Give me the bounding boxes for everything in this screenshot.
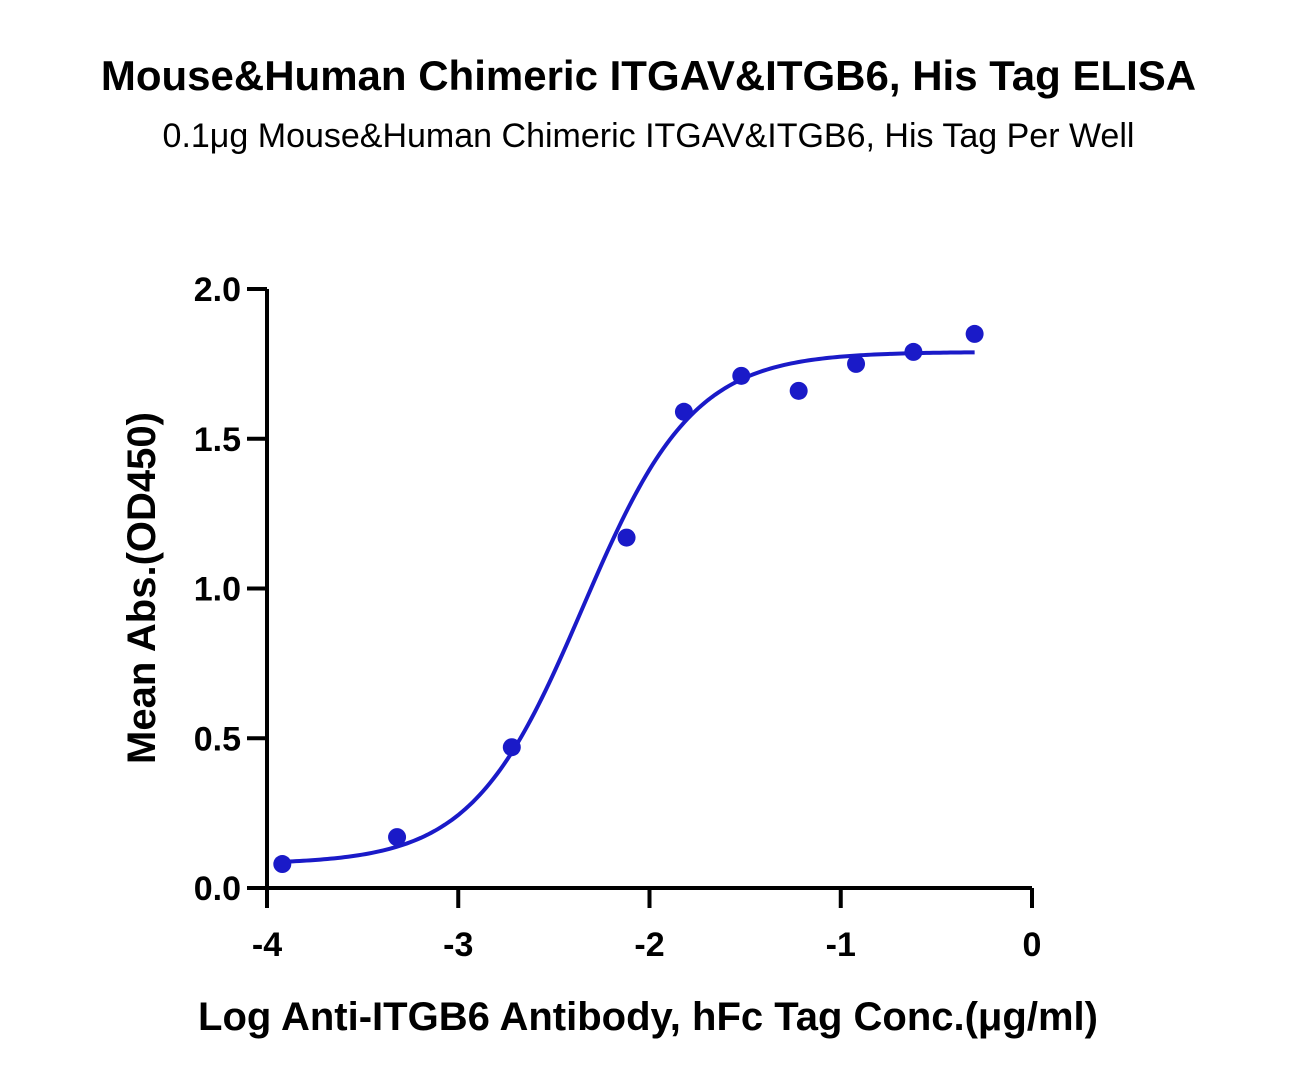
ticks: 0.0 0.5 1.0 1.5 2.0 -4 -3 -2 -1 0	[194, 271, 1042, 964]
data-point	[732, 366, 751, 385]
x-tick-label: 0	[1023, 926, 1042, 964]
axes	[265, 289, 1032, 890]
chart-subtitle: 0.1μg Mouse&Human Chimeric ITGAV&ITGB6, …	[162, 117, 1135, 155]
data-point	[789, 381, 808, 400]
data-point	[904, 342, 923, 361]
data-point	[502, 738, 521, 757]
x-tick-label: -1	[826, 926, 856, 964]
x-tick-label: -3	[443, 926, 473, 964]
y-tick-label: 0.0	[194, 870, 241, 908]
y-tick-label: 2.0	[194, 271, 241, 309]
chart-title: Mouse&Human Chimeric ITGAV&ITGB6, His Ta…	[100, 52, 1197, 99]
x-axis-title: Log Anti-ITGB6 Antibody, hFc Tag Conc.(μ…	[198, 995, 1098, 1039]
x-tick-label: -4	[252, 926, 282, 964]
x-tick-label: -2	[634, 926, 664, 964]
y-tick-label: 1.0	[194, 571, 241, 609]
data-points	[273, 324, 984, 874]
y-tick-label: 1.5	[194, 421, 241, 459]
data-point	[674, 402, 693, 421]
data-point	[388, 828, 407, 847]
data-point	[273, 855, 292, 874]
data-point	[847, 354, 866, 373]
y-axis-title: Mean Abs.(OD450)	[120, 412, 164, 764]
fit-curve	[282, 350, 975, 864]
data-point	[617, 528, 636, 547]
data-point	[965, 324, 984, 343]
y-tick-label: 0.5	[194, 720, 241, 758]
